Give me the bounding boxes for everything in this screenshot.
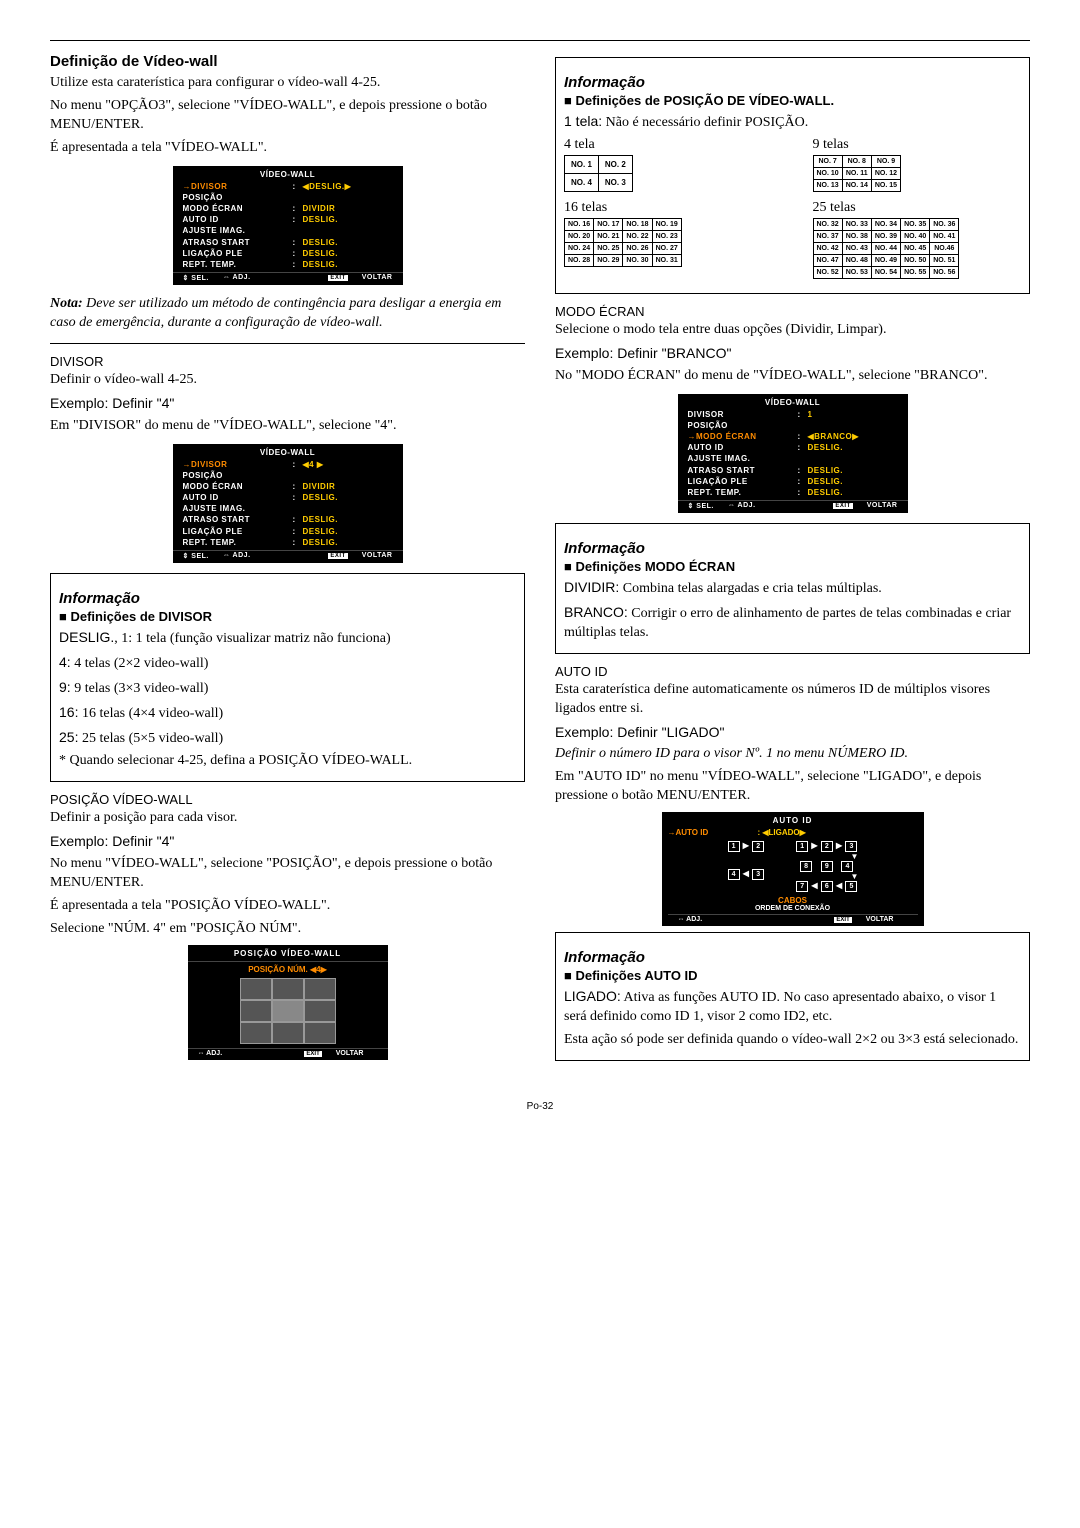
modo-label: MODO ÉCRAN [555, 304, 1030, 319]
grid-25: NO. 32NO. 33NO. 34NO. 35NO. 36NO. 37NO. … [813, 218, 960, 279]
pos-menu: POSIÇÃO VÍDEO-WALL POSIÇÃO NÚM. ◀4▶ ⇔ AD… [188, 945, 388, 1060]
para: Selecione "NÚM. 4" em "POSIÇÃO NÚM". [50, 920, 525, 939]
grid-9: NO. 7NO. 8NO. 9NO. 10NO. 11NO. 12NO. 13N… [813, 155, 902, 192]
autoid-menu: AUTO ID →AUTO ID: ◀LIGADO▶ 1 ▶ 2 4 ◀ 3 1… [662, 812, 924, 926]
divisor-label: DIVISOR [50, 354, 525, 369]
example: Exemplo: Definir "4" [50, 394, 525, 413]
page-number: Po-32 [50, 1101, 1030, 1112]
para: É apresentada a tela "POSIÇÃO VÍDEO-WALL… [50, 897, 525, 916]
para: Definir o vídeo-wall 4-25. [50, 371, 525, 390]
menu-videowall-1: VÍDEO-WALL→DIVISOR:◀DESLIG.▶POSIÇÃOMODO … [173, 166, 403, 286]
info-divisor-box: Informação Definições de DIVISOR DESLIG.… [50, 573, 525, 782]
info-modo-box: Informação Definições MODO ÉCRAN DIVIDIR… [555, 523, 1030, 654]
grid-16: NO. 16NO. 17NO. 18NO. 19NO. 20NO. 21NO. … [564, 218, 682, 267]
para: Em "DIVISOR" do menu de "VÍDEO-WALL", se… [50, 417, 525, 436]
grid-4: NO. 1NO. 2NO. 4NO. 3 [564, 155, 633, 192]
info-autoid-box: Informação Definições AUTO ID LIGADO: At… [555, 932, 1030, 1061]
para: Definir o número ID para o visor Nº. 1 n… [555, 745, 1030, 764]
para: Em "AUTO ID" no menu "VÍDEO-WALL", selec… [555, 768, 1030, 806]
example: Exemplo: Definir "LIGADO" [555, 723, 1030, 742]
nota: Nota: Deve ser utilizado um método de co… [50, 295, 525, 333]
para: No menu "OPÇÃO3", selecione "VÍDEO-WALL"… [50, 97, 525, 135]
para: No menu "VÍDEO-WALL", selecione "POSIÇÃO… [50, 855, 525, 893]
info-posicao-box: Informação Definições de POSIÇÃO DE VÍDE… [555, 57, 1030, 294]
para: Definir a posição para cada visor. [50, 809, 525, 828]
menu-videowall-3: VÍDEO-WALLDIVISOR:1POSIÇÃO→MODO ÉCRAN:◀B… [678, 394, 908, 514]
para: Selecione o modo tela entre duas opções … [555, 321, 1030, 340]
menu-videowall-2: VÍDEO-WALL→DIVISOR:◀4 ▶POSIÇÃOMODO ÉCRAN… [173, 444, 403, 564]
autoid-label: AUTO ID [555, 664, 1030, 679]
para: É apresentada a tela "VÍDEO-WALL". [50, 139, 525, 158]
para: No "MODO ÉCRAN" do menu de "VÍDEO-WALL",… [555, 367, 1030, 386]
pos-label: POSIÇÃO VÍDEO-WALL [50, 792, 525, 807]
example: Exemplo: Definir "4" [50, 832, 525, 851]
para: Esta caraterística define automaticament… [555, 681, 1030, 719]
example: Exemplo: Definir "BRANCO" [555, 344, 1030, 363]
title-left: Definição de Vídeo-wall [50, 53, 525, 70]
para: Utilize esta caraterística para configur… [50, 74, 525, 93]
